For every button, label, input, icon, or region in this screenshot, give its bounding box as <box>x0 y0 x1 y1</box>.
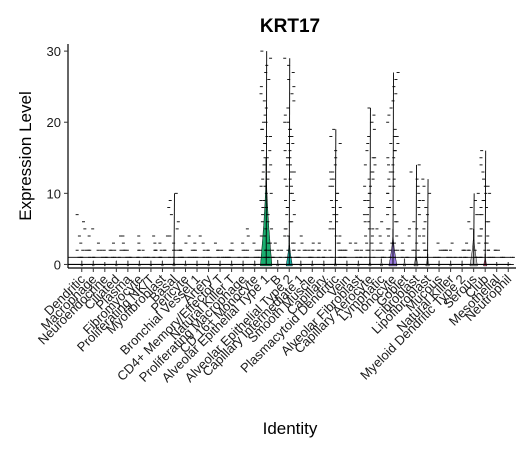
violin-group <box>478 150 492 267</box>
violin-group <box>340 242 352 267</box>
data-spread <box>265 51 268 265</box>
plot-area <box>68 50 515 267</box>
y-axis-ticks: 0 10 20 30 <box>47 44 68 272</box>
violin <box>299 260 302 267</box>
data-spread <box>288 58 291 265</box>
violin <box>184 260 187 267</box>
violin-group <box>362 107 377 267</box>
data-spread <box>392 72 394 265</box>
violin <box>310 260 314 267</box>
violin <box>115 260 118 267</box>
violin-group <box>386 71 400 267</box>
violin-group <box>178 235 192 267</box>
y-axis-title: Expression Level <box>16 91 35 220</box>
violin-group <box>201 242 212 267</box>
data-spread <box>334 129 337 265</box>
violin-group <box>489 249 504 267</box>
violin-group <box>145 235 158 267</box>
violin-group <box>444 242 457 267</box>
data-spread <box>427 179 429 265</box>
violin <box>126 260 129 267</box>
violin-group <box>316 242 328 267</box>
violin-group <box>75 214 88 267</box>
y-tick-label: 10 <box>47 186 61 201</box>
violin <box>276 259 280 267</box>
data-spread <box>473 193 475 265</box>
violin <box>461 260 464 267</box>
y-tick-label: 30 <box>47 44 61 59</box>
violin-group <box>409 164 423 267</box>
violin-group <box>305 242 315 267</box>
y-tick-label: 0 <box>54 257 61 272</box>
data-spread <box>415 164 417 265</box>
violin-group <box>86 228 100 267</box>
violin-group <box>354 242 365 267</box>
x-axis-labels: DendriticMacrophageNeuroendocrineCiliate… <box>35 268 514 385</box>
violin-group <box>432 242 446 267</box>
violin <box>207 260 210 267</box>
violin <box>91 260 95 267</box>
violin-group <box>283 57 296 267</box>
violin-group <box>213 242 227 267</box>
x-axis-title: Identity <box>263 419 318 438</box>
violin-group <box>466 192 481 267</box>
violin <box>218 260 222 267</box>
violin <box>449 260 452 267</box>
violin-group <box>190 235 203 267</box>
violin-group <box>155 235 169 267</box>
violin-group <box>259 50 274 267</box>
violin-group <box>224 242 238 267</box>
violin <box>138 260 141 267</box>
data-spread <box>369 107 371 265</box>
violin <box>242 260 245 267</box>
violin <box>345 260 348 267</box>
violin <box>230 260 233 267</box>
violin-group <box>421 178 435 267</box>
data-spread <box>173 193 175 265</box>
violin-group <box>271 242 284 267</box>
violin <box>437 260 441 267</box>
violin-group <box>328 128 343 267</box>
violin <box>357 260 360 267</box>
violin-group <box>167 192 181 267</box>
violin <box>322 260 326 267</box>
violin <box>253 260 256 267</box>
violin-group <box>294 235 308 267</box>
violin-group <box>375 221 387 267</box>
violin-group <box>252 242 262 267</box>
violin <box>149 260 153 267</box>
violin-group <box>457 242 469 267</box>
violin-group <box>110 235 123 267</box>
violin <box>161 260 164 267</box>
violin-group <box>99 249 112 267</box>
violin-group <box>135 235 146 267</box>
violin <box>80 260 83 267</box>
violin <box>195 260 199 267</box>
violin-group <box>237 228 250 267</box>
violin-group <box>399 228 411 267</box>
y-tick-label: 20 <box>47 115 61 130</box>
violin-group <box>121 235 133 267</box>
chart-title: KRT17 <box>260 16 320 37</box>
data-spread <box>484 150 487 265</box>
